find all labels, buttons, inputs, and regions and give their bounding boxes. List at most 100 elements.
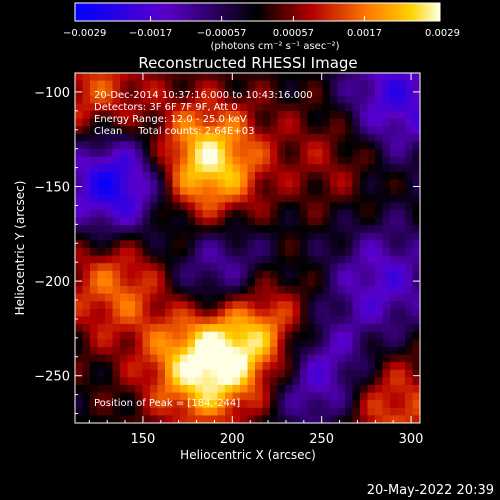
heatmap-cell	[112, 331, 121, 340]
heatmap-cell	[210, 232, 219, 241]
heatmap-cell	[352, 354, 361, 363]
heatmap-cell	[360, 80, 369, 89]
heatmap-cell	[292, 225, 301, 234]
heatmap-cell	[225, 301, 234, 310]
heatmap-cell	[135, 308, 144, 318]
heatmap-cell	[382, 392, 391, 401]
heatmap-cell	[307, 95, 316, 105]
heatmap-cell	[210, 415, 219, 423]
heatmap-cell	[195, 369, 204, 378]
heatmap-cell	[105, 270, 114, 280]
heatmap-cell	[262, 225, 271, 234]
heatmap-cell	[337, 118, 346, 127]
heatmap-cell	[277, 202, 286, 211]
heatmap-cell	[240, 324, 249, 333]
heatmap-cell	[225, 316, 234, 325]
heatmap-cell	[82, 149, 91, 158]
heatmap-cell	[315, 278, 324, 287]
heatmap-cell	[285, 354, 294, 363]
heatmap-cell	[367, 240, 376, 249]
heatmap-cell	[112, 103, 121, 112]
heatmap-cell	[142, 415, 151, 423]
heatmap-cell	[367, 331, 376, 340]
heatmap-cell	[187, 384, 196, 394]
heatmap-cell	[180, 308, 189, 318]
heatmap-cell	[165, 384, 174, 394]
heatmap-cell	[382, 346, 391, 356]
heatmap-cell	[292, 384, 301, 394]
heatmap-cell	[390, 392, 399, 401]
heatmap-cell	[255, 362, 264, 371]
heatmap-cell	[300, 286, 309, 295]
heatmap-cell	[315, 149, 324, 158]
heatmap-cell	[225, 209, 234, 219]
heatmap-cell	[405, 339, 414, 348]
heatmap-cell	[90, 73, 99, 82]
heatmap-cell	[330, 217, 339, 226]
heatmap-cell	[285, 339, 294, 348]
heatmap-cell	[142, 179, 151, 188]
heatmap-cell	[127, 149, 136, 158]
heatmap-cell	[307, 149, 316, 158]
heatmap-cell	[352, 126, 361, 135]
heatmap-cell	[375, 111, 384, 120]
heatmap-cell	[405, 88, 414, 97]
heatmap-cell	[412, 339, 420, 348]
heatmap-cell	[90, 392, 99, 401]
heatmap-cell	[172, 164, 181, 173]
heatmap-cell	[330, 133, 339, 143]
heatmap-cell	[105, 225, 114, 234]
heatmap-cell	[307, 270, 316, 280]
heatmap-cell	[210, 171, 219, 181]
heatmap-cell	[225, 149, 234, 158]
heatmap-cell	[382, 149, 391, 158]
heatmap-cell	[360, 278, 369, 287]
heatmap-cell	[150, 415, 159, 423]
heatmap-cell	[255, 400, 264, 409]
heatmap-cell	[382, 270, 391, 280]
heatmap-cell	[225, 111, 234, 120]
heatmap-cell	[142, 118, 151, 127]
heatmap-cell	[180, 339, 189, 348]
heatmap-cell	[375, 156, 384, 165]
heatmap-cell	[150, 339, 159, 348]
heatmap-cell	[360, 339, 369, 348]
heatmap-cell	[247, 240, 256, 249]
heatmap-cell	[412, 217, 420, 226]
heatmap-cell	[187, 346, 196, 356]
heatmap-cell	[142, 301, 151, 310]
heatmap-cell	[120, 324, 129, 333]
heatmap-cell	[142, 278, 151, 287]
heatmap-cell	[300, 95, 309, 105]
heatmap-cell	[210, 187, 219, 196]
heatmap-cell	[285, 270, 294, 280]
heatmap-cell	[157, 126, 166, 135]
heatmap-cell	[105, 384, 114, 394]
heatmap-cell	[240, 95, 249, 105]
heatmap-cell	[412, 103, 420, 112]
heatmap-cell	[172, 263, 181, 272]
heatmap-cell	[210, 156, 219, 165]
heatmap-cell	[277, 95, 286, 105]
heatmap-cell	[180, 354, 189, 363]
heatmap-cell	[397, 179, 406, 188]
heatmap-cell	[105, 354, 114, 363]
heatmap-cell	[345, 339, 354, 348]
heatmap-cell	[172, 316, 181, 325]
heatmap-cell	[405, 73, 414, 82]
heatmap-cell	[247, 384, 256, 394]
heatmap-cell	[187, 255, 196, 264]
heatmap-cell	[97, 156, 106, 165]
heatmap-cell	[285, 202, 294, 211]
heatmap-cell	[157, 255, 166, 264]
heatmap-cell	[172, 217, 181, 226]
heatmap-cell	[105, 407, 114, 416]
heatmap-cell	[262, 149, 271, 158]
heatmap-cell	[322, 415, 331, 423]
heatmap-cell	[390, 156, 399, 165]
heatmap-cell	[382, 187, 391, 196]
heatmap-cell	[300, 392, 309, 401]
heatmap-cell	[285, 324, 294, 333]
heatmap-cell	[180, 369, 189, 378]
heatmap-cell	[120, 73, 129, 82]
